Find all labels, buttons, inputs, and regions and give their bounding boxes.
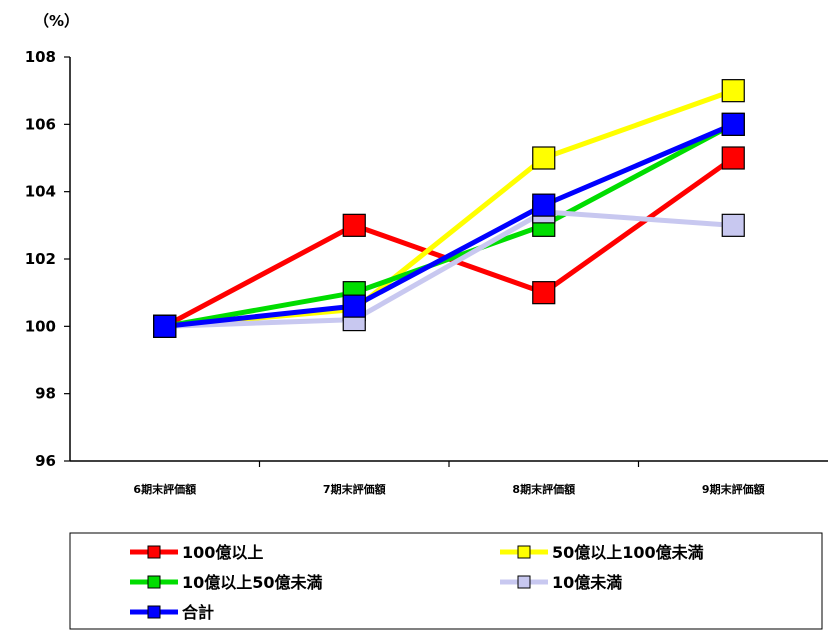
data-point-marker (342, 294, 366, 318)
y-tick-label: 106 (25, 115, 56, 133)
legend-swatch-marker (147, 545, 161, 559)
data-point-marker (721, 79, 745, 103)
y-tick-label: 96 (35, 452, 56, 470)
legend-swatch-marker (147, 575, 161, 589)
series-line (164, 88, 735, 329)
legend-swatch-marker (517, 575, 531, 589)
legend-label: 合計 (182, 603, 214, 622)
data-point-marker (532, 193, 556, 217)
y-tick-label: 104 (25, 183, 56, 201)
data-point-marker (342, 213, 366, 237)
x-tick-label: 9期末評価額 (702, 482, 765, 496)
data-point-marker (721, 213, 745, 237)
data-point-marker (721, 146, 745, 170)
data-point-marker (532, 281, 556, 305)
axes (64, 56, 828, 467)
series-lines (163, 88, 735, 329)
legend-label: 100億以上 (182, 543, 263, 562)
legend-label: 10億未満 (552, 573, 622, 592)
y-tick-label: 98 (35, 385, 56, 403)
y-tick-label: 100 (25, 317, 56, 335)
y-unit-label: （%） (34, 12, 79, 30)
data-point-marker (153, 314, 177, 338)
y-tick-label: 108 (25, 48, 56, 66)
x-tick-label: 7期末評価額 (323, 482, 386, 496)
legend-swatch-marker (517, 545, 531, 559)
legend-swatch-marker (147, 605, 161, 619)
series-line (164, 122, 735, 329)
y-tick-labels: 96 98 100 102 104 106 108 (25, 48, 56, 470)
legend-label: 50億以上100億未満 (552, 543, 704, 562)
series-markers (153, 79, 745, 338)
legend-box (69, 532, 823, 630)
x-tick-label: 6期末評価額 (133, 482, 196, 496)
legend-label: 10億以上50億未満 (182, 573, 323, 592)
data-point-marker (532, 146, 556, 170)
series-line (163, 155, 735, 329)
x-tick-labels: 6期末評価額 7期末評価額 8期末評価額 9期末評価額 (133, 482, 764, 496)
series-line (164, 122, 735, 329)
data-point-marker (721, 112, 745, 136)
series-line (164, 209, 734, 329)
x-tick-label: 8期末評価額 (512, 482, 575, 496)
y-tick-label: 102 (25, 250, 56, 268)
